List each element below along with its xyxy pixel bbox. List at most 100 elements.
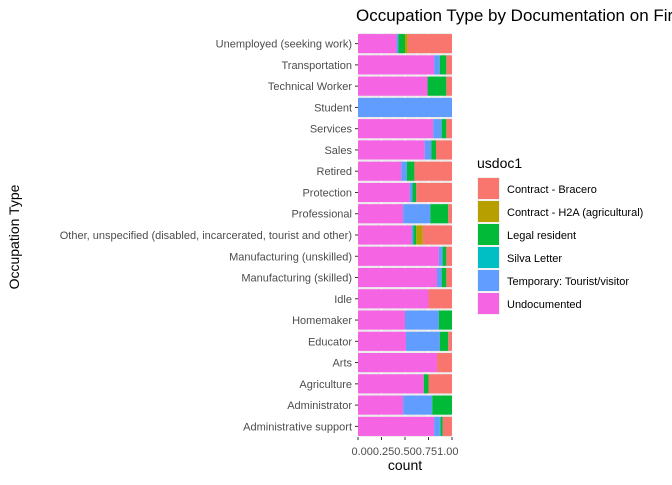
legend-label: Contract - Bracero: [507, 184, 597, 196]
chart-title: Occupation Type by Documentation on Fir: [356, 6, 672, 25]
bar-segment: [358, 34, 397, 54]
bar-segment: [439, 416, 441, 436]
bar-segment: [358, 353, 437, 373]
y-tick-label: Manufacturing (unskilled): [229, 251, 352, 263]
bar-segment: [358, 76, 428, 96]
bar-segment: [430, 204, 449, 224]
bar-segment: [412, 182, 417, 203]
y-tick-label: Administrator: [287, 400, 352, 412]
bar-segment: [446, 76, 452, 96]
bar-segment: [422, 225, 452, 245]
bar-segment: [358, 204, 404, 224]
legend-label: Legal resident: [507, 230, 576, 242]
bar-segment: [398, 34, 405, 54]
bar-segment: [358, 331, 406, 351]
bar-segment: [405, 34, 408, 54]
legend-label: Contract - H2A (agricultural): [507, 207, 643, 219]
y-tick-label: Professional: [291, 209, 352, 221]
legend-label: Undocumented: [507, 299, 582, 311]
y-tick-label: Sales: [324, 145, 352, 157]
bar-segment: [358, 55, 435, 75]
y-tick-label: Arts: [332, 358, 352, 370]
x-axis: 0.000.250.500.751.00: [351, 437, 459, 458]
bar-segment: [441, 267, 447, 288]
bar-segment: [432, 395, 452, 415]
bar-segment: [403, 395, 433, 415]
bar-segment: [358, 395, 404, 415]
x-tick-labels: 0.000.250.500.751.00: [351, 446, 458, 458]
bar-segment: [434, 416, 440, 436]
bar-segment: [407, 34, 452, 54]
legend-label: Temporary: Tourist/visitor: [507, 276, 629, 288]
y-tick-label: Administrative support: [243, 421, 352, 433]
bar-segment: [428, 289, 452, 309]
bar-segment: [413, 225, 417, 245]
y-tick-label: Agriculture: [299, 379, 352, 391]
bar-segment: [446, 55, 452, 75]
bar-segment: [358, 97, 452, 117]
y-tick-label: Transportation: [281, 60, 352, 72]
bar-segment: [405, 331, 440, 351]
bar-segment: [436, 140, 452, 160]
bar-segment: [416, 225, 423, 245]
bar-segment: [358, 289, 429, 309]
bar-segment: [434, 55, 440, 75]
y-tick-label: Other, unspecified (disabled, incarcerat…: [60, 230, 352, 242]
y-tick-label: Manufacturing (skilled): [241, 273, 352, 285]
bar-segment: [448, 331, 452, 351]
bar-segment: [446, 267, 452, 288]
bar-segment: [442, 416, 452, 436]
bar-segment: [403, 204, 431, 224]
bar-segment: [358, 310, 405, 330]
bar-segment: [416, 182, 452, 203]
bar-segment: [358, 416, 435, 436]
bar-segment: [424, 140, 432, 160]
bar-segment: [448, 204, 452, 224]
legend-key: [478, 224, 499, 245]
bar-segment: [441, 119, 447, 139]
legend-key: [478, 178, 499, 199]
bar-segment: [438, 310, 452, 330]
bar-segment: [436, 267, 442, 288]
y-axis-title: Occupation Type: [6, 184, 22, 289]
bar-segment: [446, 246, 452, 266]
bar-segment: [396, 34, 399, 54]
bar-segment: [414, 161, 452, 181]
y-tick-label: Homemaker: [292, 315, 352, 327]
y-tick-label: Technical Worker: [268, 81, 352, 93]
y-tick-label: Services: [310, 124, 353, 136]
bar-segment: [358, 374, 424, 394]
legend: usdoc1 Contract - Bracero Contract - H2A …: [477, 155, 643, 315]
bar-segment: [440, 416, 443, 436]
bar-segment: [358, 161, 402, 181]
legend-key: [478, 201, 499, 222]
bar-segment: [439, 55, 447, 75]
bar-segment: [428, 374, 452, 394]
bar-segment: [442, 246, 447, 266]
y-tick-label: Idle: [334, 294, 352, 306]
bar-segment: [358, 182, 410, 203]
bar-segment: [358, 119, 434, 139]
bar-segment: [439, 331, 449, 351]
y-tick-label: Protection: [302, 187, 352, 199]
bar-segment: [358, 225, 412, 245]
bar-segment: [446, 119, 452, 139]
bar-segment: [423, 374, 429, 394]
bar-segment: [433, 119, 442, 139]
y-tick-label: Unemployed (seeking work): [216, 39, 352, 51]
bar-segment: [358, 246, 439, 266]
bar-segment: [438, 246, 443, 266]
bars-group: [358, 34, 452, 436]
bar-segment: [431, 140, 437, 160]
bar-segment: [406, 161, 415, 181]
legend-title: usdoc1: [477, 155, 522, 171]
bar-segment: [409, 182, 413, 203]
legend-key: [478, 247, 499, 268]
bar-segment: [358, 140, 425, 160]
bar-segment: [427, 76, 447, 96]
y-tick-label: Educator: [308, 336, 352, 348]
legend-label: Silva Letter: [507, 253, 562, 265]
bar-segment: [358, 267, 437, 288]
